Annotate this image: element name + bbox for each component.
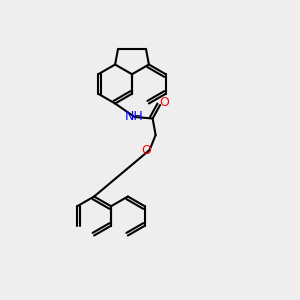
Text: NH: NH — [125, 110, 144, 124]
Text: O: O — [159, 96, 169, 109]
Text: O: O — [141, 143, 151, 157]
